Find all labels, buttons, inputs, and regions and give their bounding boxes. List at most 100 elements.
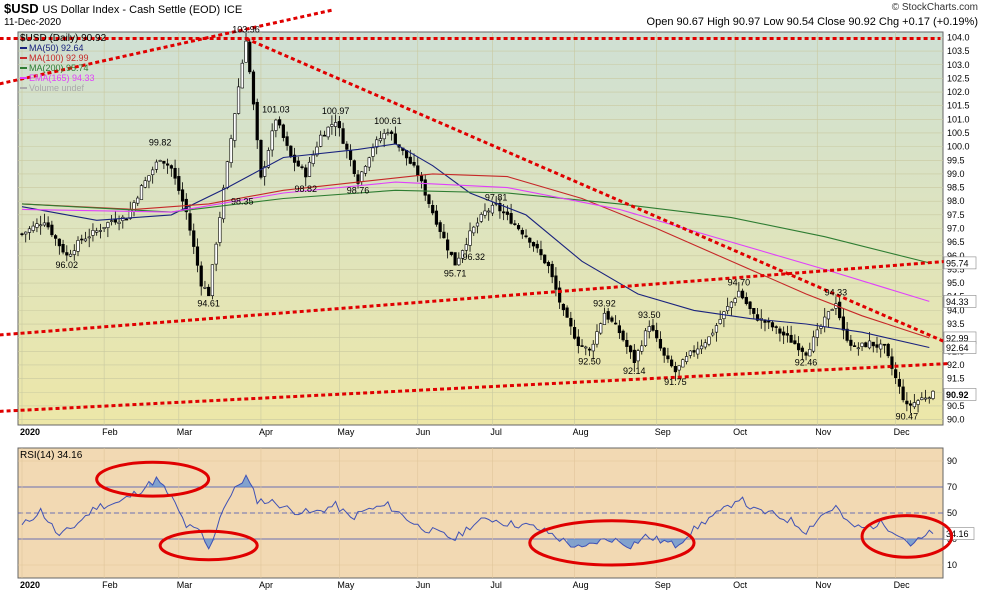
candle-body [345, 143, 349, 150]
candle-body [770, 322, 775, 328]
candle-body [707, 336, 711, 345]
candle-body [509, 213, 513, 224]
price-tick-label: 100.5 [947, 128, 970, 138]
candle-body [640, 345, 644, 352]
candle-body [46, 222, 50, 228]
price-annotation: 90.47 [896, 412, 919, 422]
price-annotation: 92.46 [795, 357, 818, 367]
instrument-name: US Dollar Index - Cash Settle (EOD) [42, 4, 221, 16]
candle-body [180, 189, 185, 202]
candle-body [539, 249, 543, 256]
candle-body [151, 169, 155, 176]
candle-body [91, 230, 95, 236]
candle-body [565, 307, 569, 318]
candle-body [83, 238, 88, 242]
candle-body [606, 311, 610, 320]
rsi-tick-label: 70 [947, 482, 957, 492]
candle-body [614, 322, 618, 325]
ma-line-1 [21, 173, 930, 339]
rsi-highlight-ellipse [95, 460, 211, 498]
ohlc-summary: Open 90.67 High 90.97 Low 90.54 Close 90… [646, 16, 978, 28]
price-tick-label: 98.0 [947, 196, 965, 206]
price-tick-label: 96.5 [947, 237, 965, 247]
candle-body [95, 230, 99, 233]
candle-body [550, 263, 554, 278]
candle-body [729, 301, 733, 308]
candle-body [263, 166, 267, 177]
candle-body [192, 230, 196, 247]
candle-body [431, 205, 435, 214]
candle-body [733, 298, 737, 303]
rsi-x-label: Dec [894, 580, 911, 590]
candle-body [416, 165, 420, 176]
price-annotation: 93.92 [593, 299, 616, 309]
candle-body [718, 319, 722, 324]
candle-body [98, 230, 103, 232]
candle-body [711, 332, 715, 336]
candle-body [826, 311, 831, 320]
price-x-label: Aug [573, 427, 589, 437]
price-series-group [20, 32, 935, 414]
price-tick-label: 95.0 [947, 278, 965, 288]
candle-body [449, 251, 453, 255]
rsi-x-label: Sep [655, 580, 671, 590]
candle-body [782, 331, 786, 336]
price-tick-label: 101.5 [947, 101, 970, 111]
candle-body [423, 179, 427, 196]
price-tick-label: 102.0 [947, 87, 970, 97]
candle-body [307, 161, 312, 177]
candle-body [726, 306, 730, 312]
candle-body [322, 134, 327, 137]
price-tick-label: 94.0 [947, 305, 965, 315]
candle-body [755, 314, 760, 321]
price-x-label: Jul [490, 427, 502, 437]
price-tick-label: 90.5 [947, 401, 965, 411]
trendline [0, 259, 949, 337]
price-tick-label: 92.0 [947, 360, 965, 370]
candle-body [558, 287, 562, 303]
candle-body [296, 160, 300, 167]
price-tick-label: 95.5 [947, 264, 965, 274]
candle-body [289, 145, 293, 158]
candle-body [673, 366, 677, 373]
candle-body [195, 246, 200, 266]
candle-body [169, 165, 173, 169]
candle-body [513, 223, 517, 225]
candle-body [251, 71, 256, 105]
candle-body [367, 157, 371, 168]
candle-body [841, 316, 845, 331]
candle-body [154, 161, 159, 170]
ma-line-2 [21, 189, 930, 264]
candle-body [356, 174, 360, 184]
candle-body [591, 343, 595, 352]
candle-body [240, 62, 244, 89]
candle-body [502, 211, 506, 214]
candle-body [490, 204, 495, 214]
legend-entry: MA(200) 95.74 [29, 63, 89, 73]
candle-body [864, 342, 868, 348]
candle-body [341, 128, 345, 144]
candle-body [274, 119, 278, 131]
candle-body [177, 176, 181, 191]
price-panel-title: $USD (Daily) 90.92 [20, 33, 107, 44]
candle-body [210, 264, 215, 297]
candle-body [218, 217, 222, 243]
price-annotation: 96.32 [463, 252, 486, 262]
candle-body [285, 136, 289, 146]
candle-body [856, 347, 860, 350]
symbol: $USD [4, 1, 39, 16]
candle-body [39, 224, 43, 227]
candle-body [632, 349, 636, 363]
legend-entry: MA(100) 92.99 [29, 53, 89, 63]
candle-body [124, 218, 129, 221]
legend-entry: Volume undef [29, 83, 85, 93]
rsi-value-label: 34.16 [946, 529, 969, 539]
candle-body [334, 122, 338, 127]
candle-body [602, 312, 607, 325]
candle-body [778, 328, 782, 334]
price-tick-label: 103.5 [947, 46, 970, 56]
candle-body [42, 222, 47, 226]
price-annotation: 94.33 [825, 287, 848, 297]
trendline [0, 8, 333, 86]
